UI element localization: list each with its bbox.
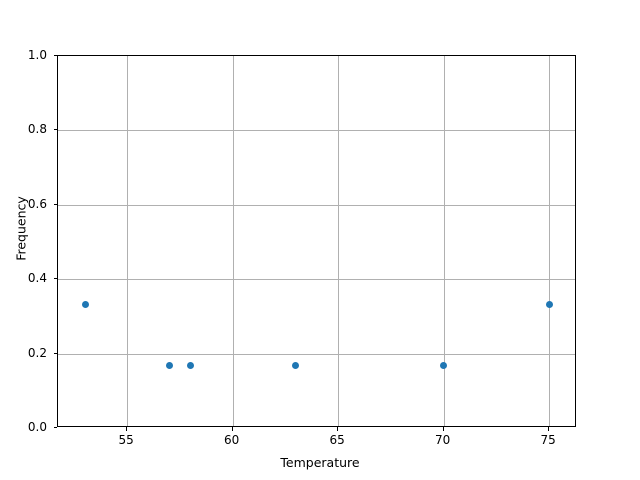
y-axis-tick [53, 203, 57, 205]
x-axis-tick-label: 55 [118, 433, 134, 447]
scatter-point [81, 300, 89, 308]
x-axis-tick-label: 70 [435, 433, 451, 447]
y-axis-tick-label: 0.2 [27, 345, 47, 360]
x-axis-tick [442, 427, 444, 431]
gridline-horizontal [58, 204, 575, 206]
scatter-point [186, 362, 194, 370]
x-axis-tick [231, 427, 233, 431]
gridline-vertical [443, 56, 445, 426]
gridline-vertical [232, 56, 234, 426]
gridline-horizontal [58, 279, 575, 281]
y-axis-tick [53, 352, 57, 354]
y-axis-tick [53, 55, 57, 56]
x-axis-tick [548, 427, 550, 431]
x-axis-tick-label: 60 [224, 433, 240, 447]
y-axis-tick-label: 0.8 [27, 122, 47, 137]
y-axis-tick-label: 1.0 [27, 48, 47, 62]
y-axis-label: Frequency [13, 196, 29, 261]
x-axis-tick [337, 427, 339, 431]
gridline-horizontal [58, 130, 575, 132]
gridline-vertical [127, 56, 129, 426]
y-axis-tick-label: 0.0 [27, 420, 47, 434]
y-axis-tick-label: 0.4 [27, 271, 47, 286]
plot-area [57, 55, 576, 427]
gridline-vertical [338, 56, 340, 426]
y-axis-tick [53, 129, 57, 131]
scatter-point [292, 362, 300, 370]
scatter-point [165, 362, 173, 370]
x-axis-label: Temperature [280, 455, 360, 470]
scatter-point [545, 300, 553, 308]
y-axis-tick-label: 0.6 [27, 196, 47, 211]
gridline-horizontal [58, 353, 575, 355]
y-axis-tick [53, 427, 57, 428]
gridline-vertical [549, 56, 551, 426]
x-axis-tick-label: 75 [540, 433, 556, 447]
scatter-point [440, 362, 448, 370]
y-axis-tick [53, 278, 57, 280]
x-axis-tick [126, 427, 128, 431]
x-axis-tick-label: 65 [329, 433, 345, 447]
